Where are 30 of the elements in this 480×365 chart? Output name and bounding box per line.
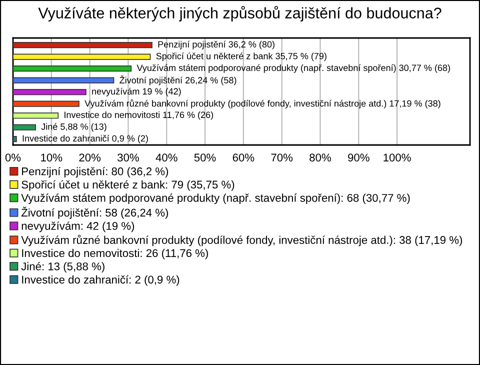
data-label: Využívám různé bankovní produkty (podílové fondy, investiční nástroje atd.) 17,19 % (38) [84, 99, 440, 108]
x-tick-label: 20% [79, 154, 101, 162]
legend-label: Spořicí účet u některé z bank: 79 (35,75 %) [22, 180, 234, 191]
data-label: Životní pojištění 26,24 % (58) [120, 75, 236, 86]
chart-title: Využíváte některých jiných způsobů zajištění do budoucna? [38, 6, 442, 22]
x-tick-label: 40% [156, 154, 178, 162]
x-tick-label: 60% [232, 154, 254, 162]
x-tick-label: 100% [384, 154, 411, 162]
legend-label: Životní pojištění: 58 (26,24 %) [21, 206, 168, 219]
data-label: Investice do nemovitosti 11,76 % (26) [64, 111, 214, 120]
x-tick-label: 10% [41, 154, 62, 162]
x-tick-label: 50% [194, 154, 216, 162]
data-label: nevyužívám 19 % (42) [92, 88, 181, 96]
data-label: Penzijní pojistění 36,2 % (80) [158, 40, 274, 50]
legend-label: Využívám různé bankovní produkty (podílové fondy, investiční nástroje atd.): 38 (17,19 %) [21, 234, 462, 246]
data-label: Využívám státem podporované produkty (např. stavební spoření) 30,77 % (68) [136, 64, 450, 73]
x-tick-label: 0% [5, 154, 21, 162]
data-label: Spořicí účet u některé z bank 35,75 % (79) [156, 52, 326, 62]
legend-label: Penzijní pojistění: 80 (36,2 %) [22, 167, 168, 178]
legend-label: Investice do zahraničí: 2 (0,9 %) [22, 275, 180, 286]
x-tick-label: 70% [271, 154, 293, 162]
legend-label: nevyužívám: 42 (19 %) [22, 222, 134, 232]
legend-label: Investice do nemovitosti: 26 (11,76 %) [22, 248, 208, 260]
x-tick-label: 30% [118, 154, 139, 162]
x-tick-label: 80% [310, 154, 331, 162]
legend-label: Využívám státem podporované produkty (např. stavební spoření): 68 (30,77 %) [21, 194, 410, 204]
legend-label: Jiné: 13 (5,88 %) [21, 262, 104, 273]
data-label: Investice do zahraničí 0,9 % (2) [22, 134, 148, 144]
data-label: Jiné 5,88 % (13) [41, 123, 106, 132]
x-tick-label: 90% [348, 154, 370, 162]
